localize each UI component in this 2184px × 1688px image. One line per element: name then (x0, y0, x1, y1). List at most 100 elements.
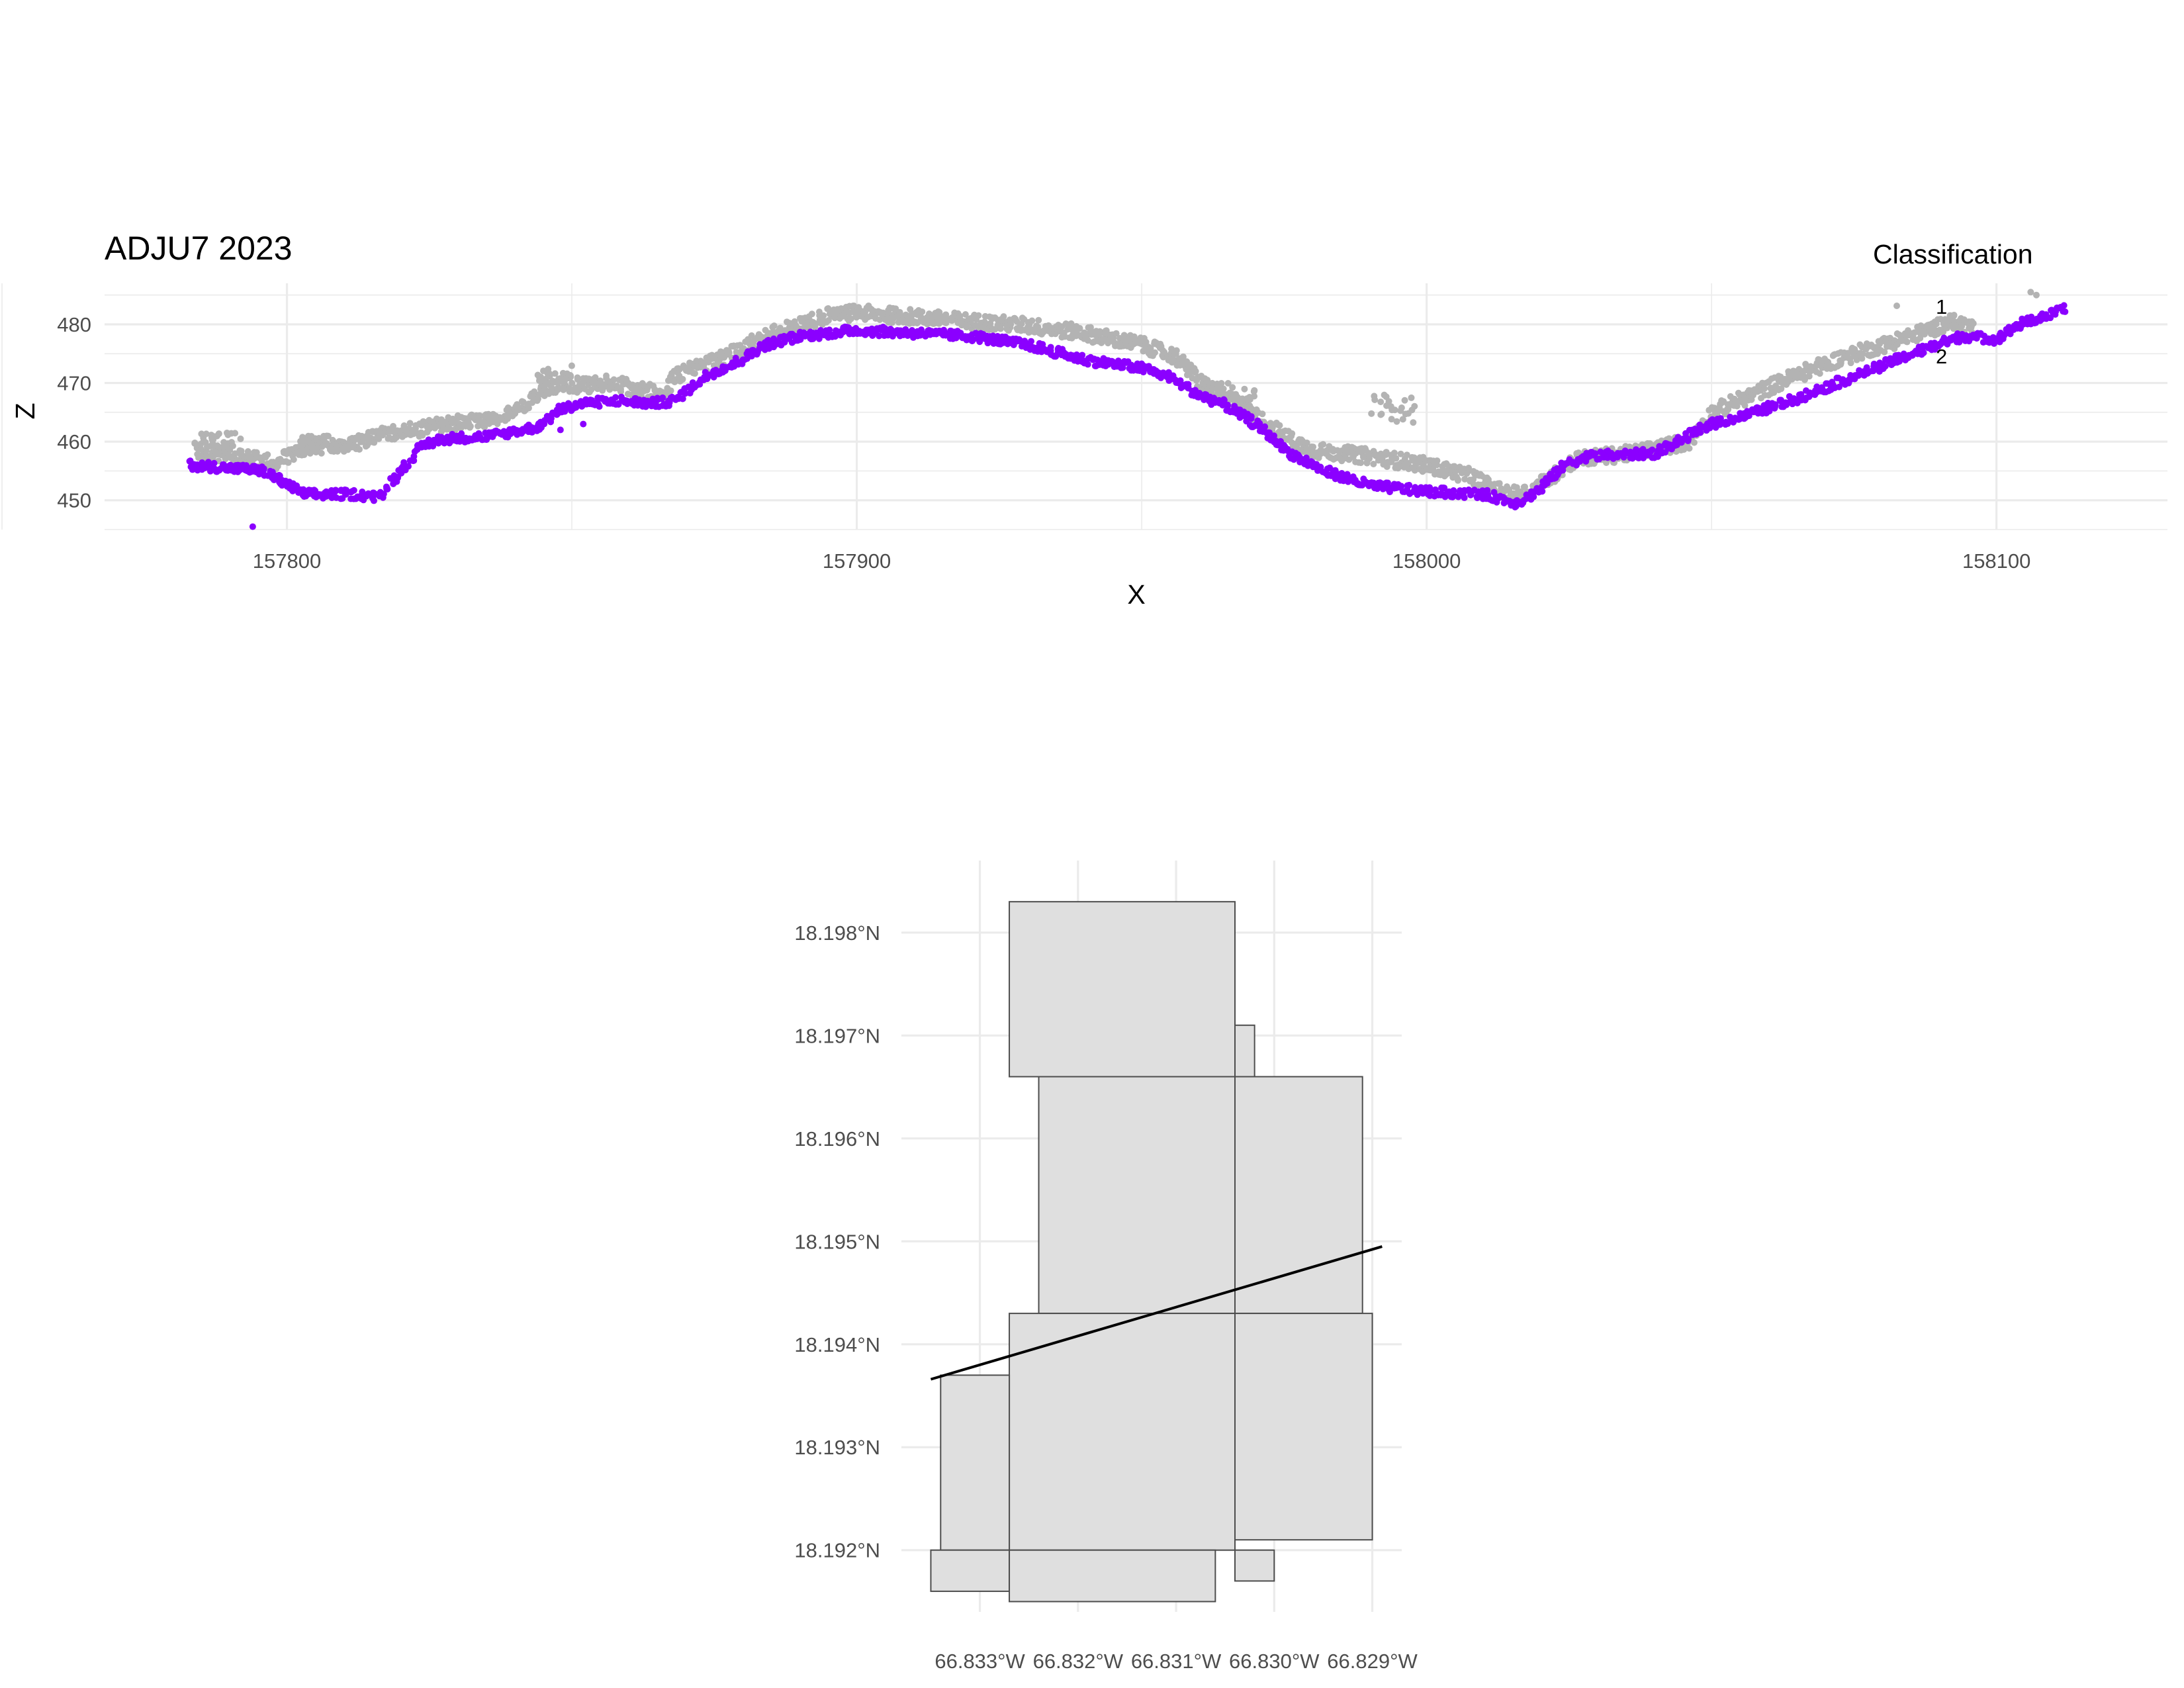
data-point-class-1 (2027, 289, 2034, 296)
lidar-tile (1234, 1024, 1255, 1078)
lidar-tile (1009, 1313, 1236, 1551)
data-point-class-2 (1835, 383, 1843, 391)
data-point-class-1 (476, 412, 483, 419)
data-point-class-1 (1246, 393, 1253, 400)
data-point-class-2 (1047, 344, 1054, 351)
data-point-class-1 (1483, 474, 1490, 481)
data-point-class-2 (596, 403, 603, 410)
latitude-tick-label: 18.196°N (794, 1127, 880, 1150)
data-point-class-2 (1697, 429, 1704, 436)
data-point-class-2 (363, 492, 370, 500)
data-point-class-1 (1494, 480, 1502, 487)
data-point-class-2 (541, 420, 548, 428)
y-tick-label: 450 (57, 489, 91, 512)
data-point-class-1 (997, 323, 1004, 330)
data-point-class-1 (504, 415, 512, 422)
data-point-class-1 (1179, 353, 1187, 360)
data-point-class-1 (390, 422, 397, 430)
data-point-class-2 (1724, 420, 1731, 428)
longitude-tick-label: 66.833°W (934, 1650, 1025, 1673)
data-point-class-1 (1859, 350, 1866, 357)
data-point-class-1 (467, 424, 474, 431)
data-point-class-1 (1377, 399, 1385, 406)
data-point-class-2 (1201, 396, 1208, 403)
data-point-class-1 (355, 445, 363, 453)
data-point-class-2 (342, 491, 349, 498)
data-point-class-1 (228, 430, 235, 437)
data-point-class-1 (406, 420, 414, 427)
data-point-class-1 (1259, 410, 1266, 418)
transect-line (930, 1245, 1383, 1381)
data-point-class-2 (876, 332, 883, 340)
data-point-class-1 (1012, 316, 1019, 323)
latitude-tick-label: 18.192°N (794, 1539, 880, 1562)
data-point-class-2 (1765, 405, 1772, 412)
data-point-class-1 (667, 387, 674, 395)
data-point-class-2 (1219, 402, 1226, 409)
data-point-class-1 (559, 379, 567, 386)
map-longitude-labels: 66.833°W 66.832°W 66.831°W 66.830°W 66.829°W (934, 1650, 1418, 1673)
data-point-class-1 (797, 314, 804, 322)
profile-points (186, 289, 2069, 530)
data-point-class-1 (643, 387, 651, 394)
data-point-class-1 (1241, 385, 1248, 393)
data-point-class-2 (580, 420, 587, 428)
data-point-class-1 (1113, 330, 1120, 337)
data-point-class-1 (1068, 320, 1075, 327)
data-point-class-2 (1368, 479, 1375, 486)
data-point-class-2 (1177, 377, 1184, 384)
data-point-class-1 (318, 449, 325, 457)
data-point-class-2 (1539, 488, 1546, 495)
data-point-class-1 (475, 422, 482, 430)
data-point-class-2 (2028, 313, 2035, 320)
data-point-class-2 (277, 481, 285, 488)
data-point-class-2 (1255, 422, 1263, 430)
data-point-class-1 (437, 428, 445, 436)
data-point-class-2 (1771, 403, 1778, 410)
data-point-class-2 (557, 426, 564, 434)
data-point-class-1 (1933, 320, 1940, 328)
data-point-class-2 (1386, 489, 1393, 496)
data-point-class-1 (1919, 328, 1927, 336)
data-point-class-1 (545, 365, 552, 373)
data-point-class-1 (1229, 384, 1236, 391)
x-tick-label: 157900 (823, 549, 891, 573)
data-point-class-1 (1825, 358, 1832, 365)
data-point-class-1 (1250, 388, 1257, 395)
data-point-class-1 (290, 456, 297, 463)
latitude-tick-label: 18.194°N (794, 1333, 880, 1356)
x-tick-label: 157800 (253, 549, 321, 573)
data-point-class-1 (1950, 312, 1958, 319)
data-point-class-2 (815, 335, 823, 342)
data-point-class-1 (1802, 360, 1809, 367)
data-point-class-2 (1119, 364, 1126, 371)
data-point-class-1 (1778, 385, 1785, 393)
data-point-class-1 (907, 306, 914, 313)
data-point-class-1 (1411, 467, 1418, 474)
data-point-class-2 (1920, 349, 1927, 356)
data-point-class-1 (603, 372, 610, 379)
data-point-class-1 (371, 439, 378, 446)
data-point-class-1 (963, 324, 970, 331)
y-tick-label: 470 (57, 372, 91, 395)
lidar-tile (1009, 1549, 1216, 1603)
data-point-class-1 (210, 433, 217, 440)
data-point-class-2 (1479, 487, 1486, 494)
data-point-class-2 (615, 400, 622, 408)
data-point-class-1 (1970, 320, 1977, 327)
data-point-class-1 (811, 323, 819, 330)
data-point-class-1 (1120, 332, 1128, 339)
data-point-class-2 (1426, 484, 1433, 491)
data-point-class-1 (671, 378, 678, 385)
profile-x-tick-labels: 157800 157900 158000 158100 (253, 549, 2031, 573)
data-point-class-1 (1355, 459, 1363, 466)
latitude-tick-label: 18.193°N (794, 1436, 880, 1459)
legend-key-1 (1893, 303, 1900, 309)
data-point-class-2 (1649, 446, 1656, 453)
data-point-class-2 (1833, 374, 1841, 381)
data-point-class-1 (1393, 418, 1400, 425)
data-point-class-1 (1214, 391, 1222, 399)
data-point-class-1 (1461, 475, 1469, 483)
data-point-class-1 (1454, 476, 1461, 483)
data-point-class-2 (1248, 415, 1255, 422)
